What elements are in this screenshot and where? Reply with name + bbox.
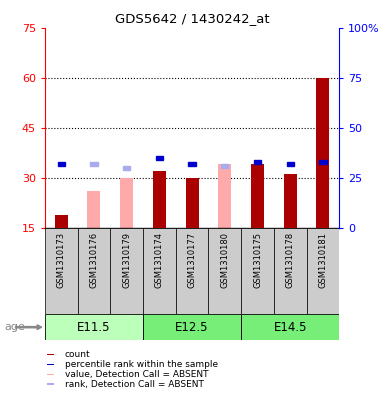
Bar	[284, 174, 297, 228]
Text: E11.5: E11.5	[77, 321, 111, 334]
Bar	[254, 160, 261, 164]
Text: GSM1310178: GSM1310178	[286, 232, 295, 288]
FancyBboxPatch shape	[208, 228, 241, 314]
Text: age: age	[4, 322, 25, 332]
Text: E12.5: E12.5	[176, 321, 209, 334]
FancyBboxPatch shape	[307, 228, 339, 314]
Bar	[221, 164, 229, 168]
Text: GSM1310180: GSM1310180	[220, 232, 229, 288]
Bar	[55, 215, 68, 228]
Bar	[46, 364, 55, 365]
Text: GSM1310179: GSM1310179	[122, 232, 131, 288]
Bar	[319, 160, 326, 164]
Bar	[58, 162, 65, 166]
Bar	[188, 162, 196, 166]
Bar	[287, 162, 294, 166]
Text: E14.5: E14.5	[273, 321, 307, 334]
Text: GSM1310177: GSM1310177	[188, 232, 197, 288]
FancyBboxPatch shape	[45, 314, 143, 340]
Text: GSM1310181: GSM1310181	[319, 232, 328, 288]
FancyBboxPatch shape	[110, 228, 143, 314]
Bar	[153, 171, 166, 228]
Text: percentile rank within the sample: percentile rank within the sample	[65, 360, 218, 369]
FancyBboxPatch shape	[176, 228, 208, 314]
Text: GSM1310176: GSM1310176	[89, 232, 98, 288]
FancyBboxPatch shape	[241, 314, 339, 340]
FancyBboxPatch shape	[78, 228, 110, 314]
Bar	[87, 191, 101, 228]
Title: GDS5642 / 1430242_at: GDS5642 / 1430242_at	[115, 12, 269, 25]
FancyBboxPatch shape	[143, 228, 176, 314]
Text: count: count	[65, 350, 90, 359]
Bar	[90, 162, 98, 166]
Bar	[316, 78, 330, 228]
Bar	[120, 178, 133, 228]
Bar	[123, 166, 130, 170]
Bar	[251, 164, 264, 228]
Bar	[218, 164, 231, 228]
Text: rank, Detection Call = ABSENT: rank, Detection Call = ABSENT	[65, 380, 204, 389]
Text: GSM1310175: GSM1310175	[253, 232, 262, 288]
FancyBboxPatch shape	[45, 228, 78, 314]
FancyBboxPatch shape	[143, 314, 241, 340]
Bar	[46, 384, 55, 385]
Text: GSM1310173: GSM1310173	[57, 232, 66, 288]
Bar	[156, 156, 163, 160]
FancyBboxPatch shape	[274, 228, 307, 314]
Bar	[46, 373, 55, 375]
Text: value, Detection Call = ABSENT: value, Detection Call = ABSENT	[65, 370, 208, 379]
FancyBboxPatch shape	[241, 228, 274, 314]
Bar	[46, 354, 55, 355]
Text: GSM1310174: GSM1310174	[155, 232, 164, 288]
Bar	[186, 178, 199, 228]
